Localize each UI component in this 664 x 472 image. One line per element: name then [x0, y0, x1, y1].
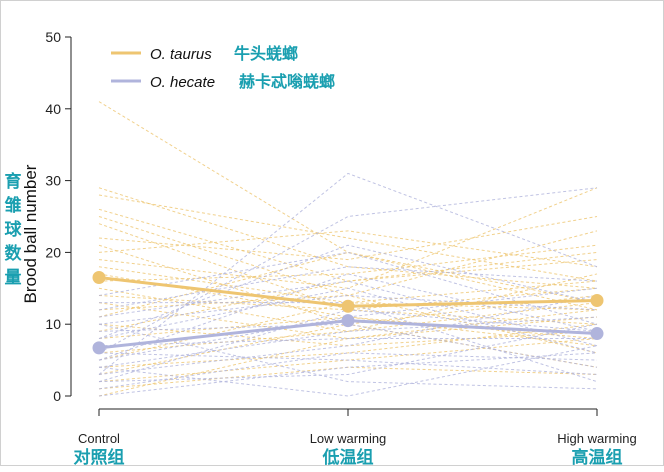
y-tick-label: 10 [45, 316, 61, 332]
mean-point [590, 294, 604, 308]
y-axis-label-cn-char: 雏 [5, 195, 22, 215]
legend-label-cn: 赫卡忒嗡蜣螂 [239, 72, 335, 91]
x-tick-label: High warming [557, 431, 636, 446]
legend-label-cn: 牛头蜣螂 [234, 44, 298, 63]
mean-lines [92, 271, 604, 355]
individual-line [98, 323, 598, 368]
individual-line [98, 266, 598, 311]
y-axis-label-cn-char: 育 [5, 171, 22, 191]
mean-point [92, 341, 106, 355]
individual-line [98, 251, 598, 325]
individual-line [98, 187, 598, 354]
individual-line [98, 187, 598, 289]
y-axis-label-cn-char: 球 [5, 220, 23, 239]
individual-line [98, 101, 598, 311]
mean-point [341, 314, 355, 328]
individual-line [98, 280, 598, 347]
x-tick-label: Control [78, 431, 120, 446]
individual-line [98, 323, 598, 390]
individual-line [98, 244, 598, 282]
individual-line [98, 216, 598, 261]
y-tick-label: 0 [53, 388, 61, 404]
y-axis-label-cn-char: 数 [5, 243, 23, 263]
individual-lines [98, 101, 598, 397]
individual-line [98, 187, 598, 289]
individual-line [98, 345, 598, 397]
legend: O. taurus 牛头蜣螂 O. hecate 赫卡忒嗡蜣螂 [111, 44, 335, 91]
x-tick-label-cn: 低温组 [322, 447, 374, 467]
mean-point [341, 299, 355, 313]
mean-point [92, 271, 106, 285]
individual-line [98, 230, 598, 268]
individual-line [98, 294, 598, 325]
x-tick-label: Low warming [310, 431, 387, 446]
y-tick-label: 40 [45, 101, 61, 117]
x-tick-label-cn: 高温组 [572, 447, 623, 467]
legend-label: O. taurus [150, 46, 212, 63]
individual-line [98, 194, 598, 282]
x-tick-label-cn: 对照组 [74, 447, 125, 467]
individual-line [98, 294, 598, 375]
y-tick-label: 50 [45, 29, 61, 45]
individual-line [98, 223, 598, 325]
y-tick-label: 30 [45, 173, 61, 189]
y-tick-label: 20 [45, 244, 61, 260]
y-axis-label: Brood ball number [21, 164, 40, 303]
individual-line [98, 287, 598, 354]
individual-line [98, 323, 598, 383]
mean-point [590, 327, 604, 341]
individual-line [98, 323, 598, 347]
y-axis-label-cn-char: 量 [5, 267, 22, 287]
individual-line [98, 366, 598, 390]
individual-line [98, 287, 598, 361]
individual-line [98, 352, 598, 375]
legend-label: O. hecate [150, 74, 215, 91]
individual-line [98, 352, 598, 397]
individual-line [98, 244, 598, 340]
